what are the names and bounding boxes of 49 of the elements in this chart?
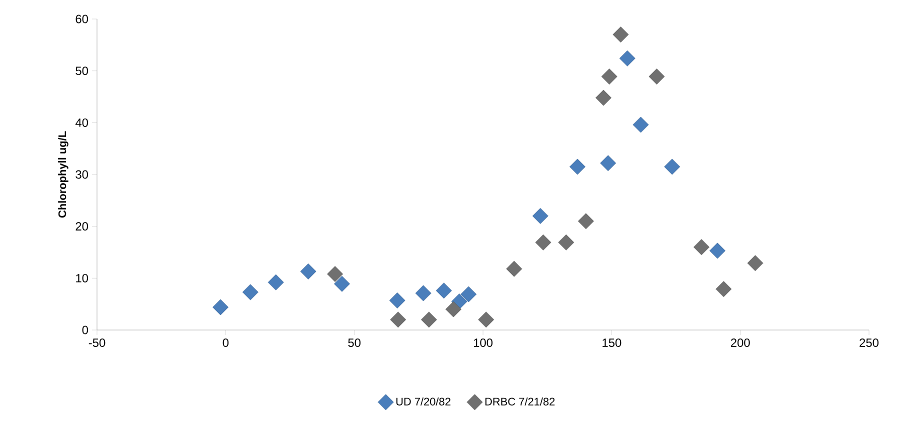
point (420, 312, 437, 328)
point (694, 239, 710, 256)
point (612, 26, 629, 43)
x-tick-label: 250 (860, 338, 879, 347)
point (595, 90, 612, 106)
point (558, 234, 574, 250)
point (327, 266, 344, 282)
x-tick-label: -50 (88, 338, 106, 347)
legend-label: DRBC 7/21/82 (485, 397, 555, 406)
point (747, 255, 764, 272)
point (436, 282, 452, 299)
x-tick-label: 50 (348, 338, 361, 347)
point (389, 292, 406, 308)
y-tick-label: 0 (82, 326, 88, 334)
point (716, 281, 732, 298)
y-tick-label: 50 (76, 66, 88, 76)
point (664, 158, 680, 175)
point (415, 285, 432, 302)
point (212, 299, 229, 316)
point (268, 274, 284, 290)
legend-label: UD 7/20/82 (396, 397, 450, 406)
point (601, 68, 618, 85)
y-tick-label: 60 (76, 14, 88, 24)
point (390, 312, 406, 328)
x-tick-label: 100 (474, 338, 493, 347)
y-tick-label: 10 (76, 274, 88, 282)
point (334, 276, 350, 292)
point (619, 50, 636, 66)
y-tick-label: 30 (76, 170, 88, 179)
y-tick-label: 20 (76, 222, 88, 231)
point (648, 68, 665, 85)
point (569, 158, 586, 175)
point (632, 116, 649, 133)
y-axis-title: Chlorophyll ug/L (58, 131, 68, 218)
point (506, 260, 522, 277)
point (578, 213, 594, 230)
y-tick-label: 40 (75, 118, 88, 127)
point (600, 155, 616, 172)
point (535, 234, 552, 250)
point (445, 301, 462, 318)
point (478, 312, 494, 328)
x-tick-label: 150 (602, 338, 622, 347)
point (460, 286, 477, 302)
point (242, 284, 258, 300)
point (532, 208, 548, 224)
x-tick-label: 200 (730, 338, 750, 347)
x-tick-label: 0 (222, 338, 229, 347)
point (300, 263, 316, 280)
point (709, 242, 726, 259)
